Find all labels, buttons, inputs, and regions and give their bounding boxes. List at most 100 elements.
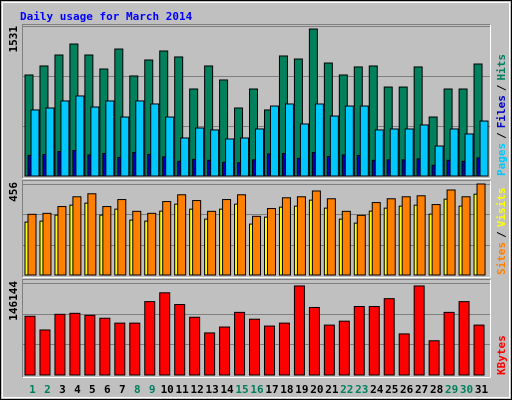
bar <box>54 313 66 376</box>
bar <box>293 285 305 376</box>
legend-separator: / <box>495 132 508 139</box>
y-tick-label: 146144 <box>7 281 20 321</box>
bar <box>386 198 396 276</box>
bar <box>132 210 142 276</box>
x-tick-label: 30 <box>460 383 473 396</box>
x-tick-label: 17 <box>265 383 278 396</box>
bar <box>177 194 187 276</box>
bar <box>252 215 262 276</box>
bar <box>419 124 429 177</box>
bar <box>314 103 324 177</box>
bar <box>479 120 489 177</box>
bar <box>60 100 70 177</box>
bar <box>464 133 474 177</box>
bar <box>30 109 40 177</box>
bar <box>219 326 231 376</box>
legend-entry: Sites <box>495 242 508 275</box>
bar <box>180 137 190 177</box>
y-tick-label: 1531 <box>7 26 20 53</box>
legend-entry: Files <box>495 95 508 128</box>
y-tick-label: 456 <box>7 182 20 202</box>
x-tick-label: 12 <box>191 383 204 396</box>
x-tick-label: 19 <box>295 383 308 396</box>
x-tick-label: 13 <box>205 383 218 396</box>
bar <box>27 213 37 276</box>
x-tick-label: 1 <box>29 383 36 396</box>
bar <box>147 212 157 276</box>
x-tick-label: 26 <box>400 383 414 396</box>
bar <box>284 103 294 177</box>
bar <box>225 138 235 177</box>
bar <box>39 329 51 376</box>
bar <box>413 285 425 376</box>
bar <box>263 325 275 376</box>
bar <box>69 312 81 376</box>
x-tick-label: 3 <box>59 383 66 396</box>
x-tick-label: 31 <box>475 383 489 396</box>
bar <box>237 194 247 276</box>
bar <box>207 210 217 276</box>
x-tick-label: 18 <box>280 383 293 396</box>
bar <box>84 314 96 376</box>
bar <box>443 311 455 376</box>
bar <box>374 129 384 177</box>
legend: KBytes <box>495 335 508 375</box>
bar <box>458 301 470 376</box>
bar <box>389 128 399 177</box>
x-tick-label: 15 <box>235 383 248 396</box>
bar <box>45 107 55 177</box>
bar <box>105 100 115 177</box>
x-tick-label: 24 <box>370 383 384 396</box>
x-tick-label: 11 <box>176 383 190 396</box>
bar <box>404 128 414 177</box>
bar <box>371 202 381 276</box>
bar <box>296 196 306 276</box>
x-tick-label: 25 <box>385 383 398 396</box>
x-tick-label: 7 <box>119 383 126 396</box>
bar <box>299 123 309 177</box>
x-tick-label: 9 <box>149 383 156 396</box>
bar <box>117 199 127 276</box>
legend-entry: Visits <box>495 188 508 228</box>
bar <box>222 199 232 276</box>
bar <box>353 305 365 376</box>
bar <box>401 196 411 276</box>
bar <box>135 100 145 177</box>
bar <box>150 103 160 177</box>
bar <box>72 196 82 276</box>
bar <box>249 318 261 376</box>
bar <box>189 316 201 376</box>
x-tick-label: 14 <box>220 383 234 396</box>
bar <box>240 137 250 177</box>
bar <box>174 304 186 376</box>
bar <box>42 212 52 276</box>
bar <box>99 317 111 376</box>
bar <box>234 311 246 376</box>
bar <box>461 196 471 276</box>
x-tick-label: 5 <box>89 383 96 396</box>
bar <box>341 210 351 276</box>
bar <box>278 322 290 376</box>
chart-title: Daily usage for March 2014 <box>20 10 193 23</box>
bar <box>359 105 369 177</box>
x-tick-label: 22 <box>340 383 353 396</box>
bar <box>255 128 265 177</box>
bar <box>204 332 216 376</box>
bar <box>428 340 440 376</box>
bar <box>57 206 67 276</box>
legend-entry: Hits <box>495 54 508 81</box>
x-tick-label: 4 <box>74 383 81 396</box>
bar <box>269 105 279 177</box>
bar <box>398 333 410 376</box>
bar <box>75 95 85 177</box>
x-tick-label: 8 <box>134 383 141 396</box>
bar <box>449 128 459 177</box>
x-tick-label: 27 <box>415 383 428 396</box>
bar <box>473 324 485 376</box>
bar <box>144 301 156 376</box>
x-tick-label: 23 <box>355 383 368 396</box>
bar <box>311 190 321 276</box>
